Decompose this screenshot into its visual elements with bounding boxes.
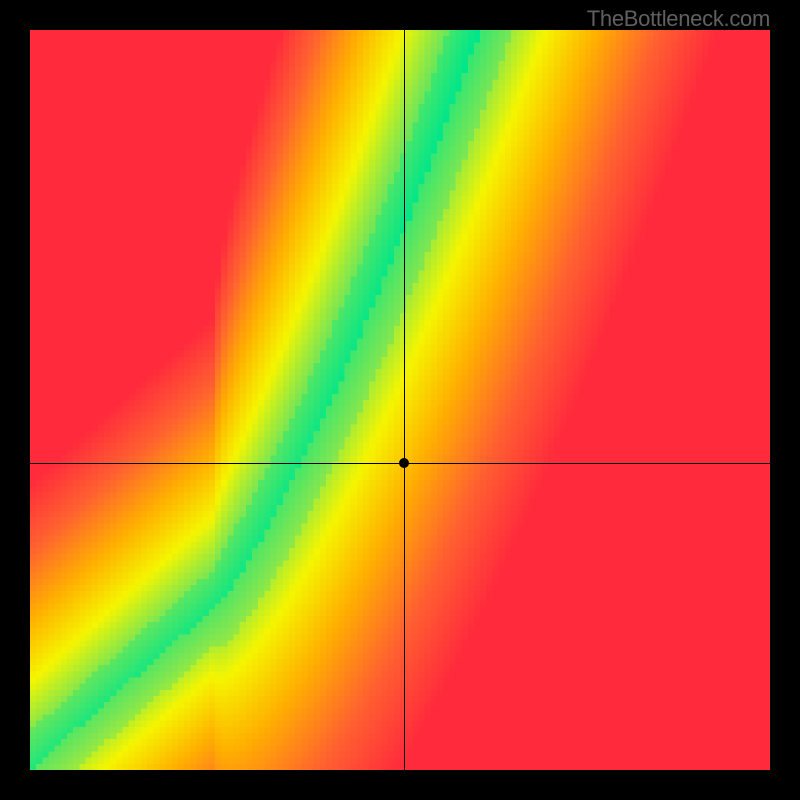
selection-marker[interactable] bbox=[399, 458, 409, 468]
watermark-text: TheBottleneck.com bbox=[587, 6, 770, 32]
plot-area bbox=[30, 30, 770, 770]
heatmap-canvas bbox=[30, 30, 770, 770]
chart-container: TheBottleneck.com bbox=[0, 0, 800, 800]
crosshair-vertical bbox=[404, 30, 405, 770]
